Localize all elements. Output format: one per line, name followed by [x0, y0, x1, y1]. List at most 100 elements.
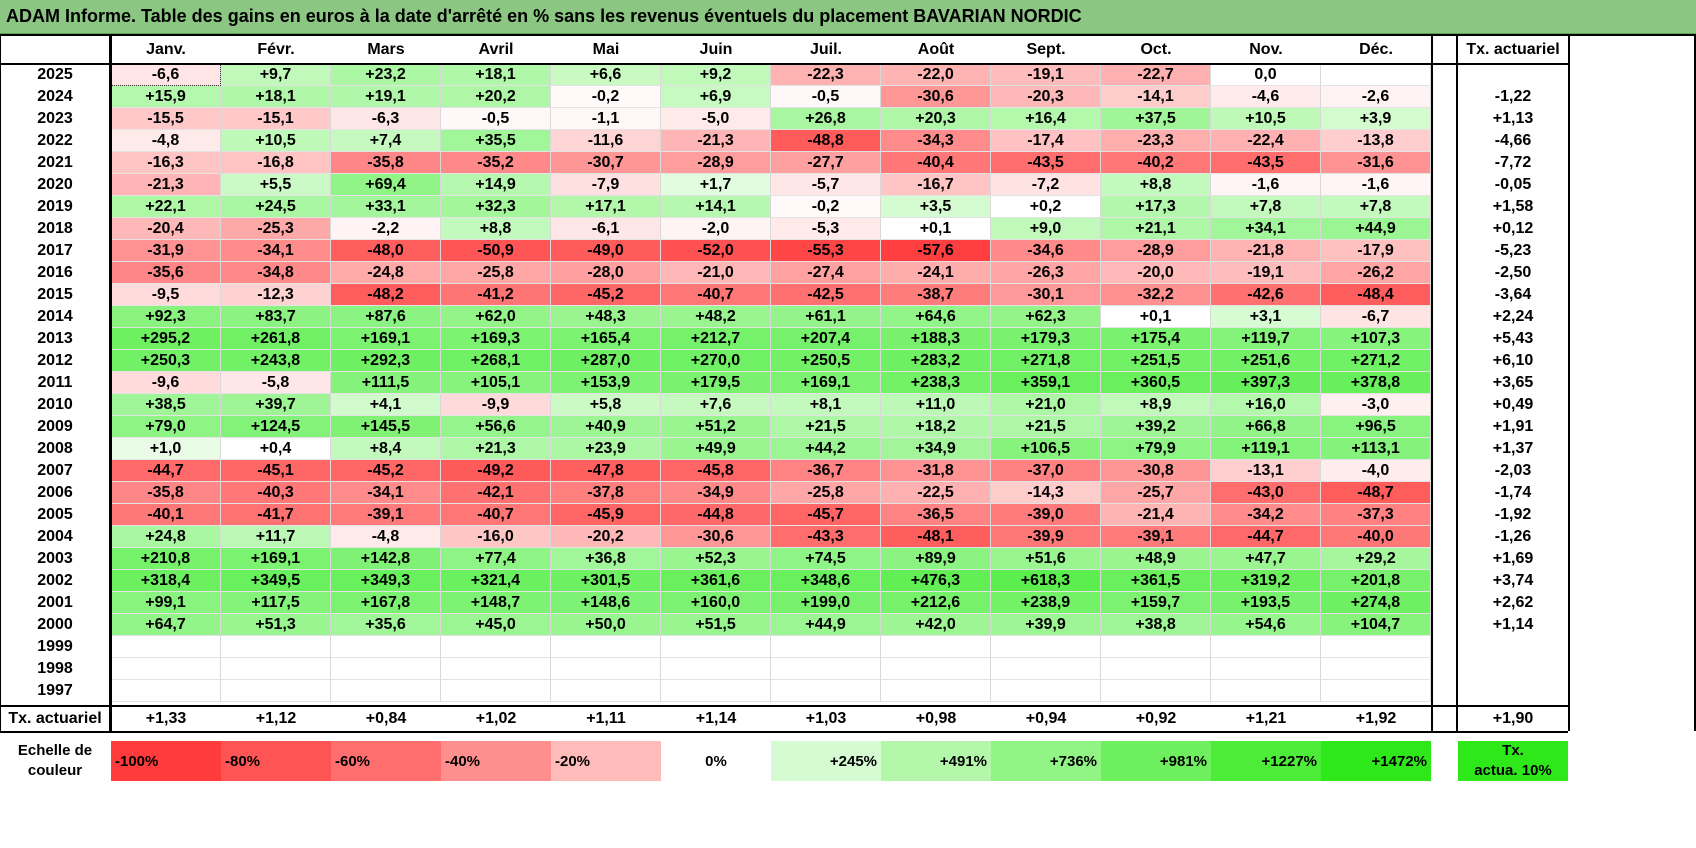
table-cell[interactable]: +23,2	[331, 64, 441, 86]
table-cell[interactable]: +11,7	[221, 526, 331, 548]
table-cell[interactable]: +23,9	[551, 438, 661, 460]
table-cell[interactable]: +99,1	[111, 592, 221, 614]
table-cell[interactable]: -17,4	[991, 130, 1101, 152]
table-cell[interactable]: -42,6	[1211, 284, 1321, 306]
table-cell[interactable]: +29,2	[1321, 548, 1431, 570]
table-cell[interactable]: +10,5	[221, 130, 331, 152]
table-cell[interactable]: +21,5	[991, 416, 1101, 438]
table-cell[interactable]: -32,2	[1101, 284, 1211, 306]
table-cell[interactable]: +8,8	[441, 218, 551, 240]
table-cell[interactable]: -25,8	[441, 262, 551, 284]
table-cell[interactable]: -45,2	[551, 284, 661, 306]
table-cell[interactable]: -25,7	[1101, 482, 1211, 504]
table-cell[interactable]	[1101, 636, 1211, 658]
table-cell[interactable]	[1101, 658, 1211, 680]
table-cell[interactable]	[881, 680, 991, 702]
table-cell[interactable]: +113,1	[1321, 438, 1431, 460]
table-cell[interactable]: -9,5	[111, 284, 221, 306]
table-cell[interactable]: -1,1	[551, 108, 661, 130]
table-cell[interactable]: +301,5	[551, 570, 661, 592]
table-cell[interactable]: +35,6	[331, 614, 441, 636]
table-cell[interactable]: -4,8	[331, 526, 441, 548]
table-cell[interactable]: -41,7	[221, 504, 331, 526]
table-cell[interactable]: +79,9	[1101, 438, 1211, 460]
table-cell[interactable]: +51,2	[661, 416, 771, 438]
table-cell[interactable]: +270,0	[661, 350, 771, 372]
table-cell[interactable]: -16,0	[441, 526, 551, 548]
table-cell[interactable]: +261,8	[221, 328, 331, 350]
table-cell[interactable]: +0,1	[881, 218, 991, 240]
table-cell[interactable]: -20,2	[551, 526, 661, 548]
table-cell[interactable]: +34,9	[881, 438, 991, 460]
table-cell[interactable]: +153,9	[551, 372, 661, 394]
table-cell[interactable]: +6,6	[551, 64, 661, 86]
table-cell[interactable]: -48,7	[1321, 482, 1431, 504]
table-cell[interactable]: -5,8	[221, 372, 331, 394]
table-cell[interactable]: -37,0	[991, 460, 1101, 482]
table-cell[interactable]: +0,2	[991, 196, 1101, 218]
table-cell[interactable]: +64,7	[111, 614, 221, 636]
table-cell[interactable]: +124,5	[221, 416, 331, 438]
table-cell[interactable]: -37,3	[1321, 504, 1431, 526]
table-cell[interactable]: +39,9	[991, 614, 1101, 636]
table-cell[interactable]: -16,3	[111, 152, 221, 174]
table-cell[interactable]: +210,8	[111, 548, 221, 570]
table-cell[interactable]: -30,6	[661, 526, 771, 548]
table-cell[interactable]: -24,1	[881, 262, 991, 284]
table-cell[interactable]: +48,9	[1101, 548, 1211, 570]
table-cell[interactable]: +10,5	[1211, 108, 1321, 130]
table-cell[interactable]: +361,6	[661, 570, 771, 592]
table-cell[interactable]: -40,2	[1101, 152, 1211, 174]
table-cell[interactable]: -39,9	[991, 526, 1101, 548]
table-cell[interactable]	[991, 680, 1101, 702]
table-cell[interactable]: +18,1	[441, 64, 551, 86]
table-cell[interactable]: -2,6	[1321, 86, 1431, 108]
table-cell[interactable]: +18,2	[881, 416, 991, 438]
table-cell[interactable]: +14,9	[441, 174, 551, 196]
table-cell[interactable]: +51,6	[991, 548, 1101, 570]
table-cell[interactable]: +104,7	[1321, 614, 1431, 636]
table-cell[interactable]	[441, 636, 551, 658]
table-cell[interactable]: +251,5	[1101, 350, 1211, 372]
table-cell[interactable]: +74,5	[771, 548, 881, 570]
table-cell[interactable]: +22,1	[111, 196, 221, 218]
table-cell[interactable]: +349,3	[331, 570, 441, 592]
table-cell[interactable]: -52,0	[661, 240, 771, 262]
table-cell[interactable]: +69,4	[331, 174, 441, 196]
table-cell[interactable]: +0,1	[1101, 306, 1211, 328]
table-cell[interactable]	[331, 658, 441, 680]
table-cell[interactable]: +4,1	[331, 394, 441, 416]
table-cell[interactable]: +5,5	[221, 174, 331, 196]
table-cell[interactable]: +3,5	[881, 196, 991, 218]
table-cell[interactable]: -45,2	[331, 460, 441, 482]
table-cell[interactable]: -21,8	[1211, 240, 1321, 262]
table-cell[interactable]: +44,9	[1321, 218, 1431, 240]
table-cell[interactable]: +26,8	[771, 108, 881, 130]
table-cell[interactable]: +62,0	[441, 306, 551, 328]
table-cell[interactable]: +42,0	[881, 614, 991, 636]
table-cell[interactable]	[661, 636, 771, 658]
table-cell[interactable]: -6,7	[1321, 306, 1431, 328]
table-cell[interactable]	[881, 636, 991, 658]
table-cell[interactable]: +64,6	[881, 306, 991, 328]
table-cell[interactable]: +119,7	[1211, 328, 1321, 350]
table-cell[interactable]: +16,0	[1211, 394, 1321, 416]
table-cell[interactable]: -40,7	[661, 284, 771, 306]
table-cell[interactable]: -48,2	[331, 284, 441, 306]
table-cell[interactable]: -28,9	[661, 152, 771, 174]
table-cell[interactable]: +292,3	[331, 350, 441, 372]
table-cell[interactable]	[771, 658, 881, 680]
table-cell[interactable]: +49,9	[661, 438, 771, 460]
table-cell[interactable]	[1321, 64, 1431, 86]
table-cell[interactable]: -15,1	[221, 108, 331, 130]
table-cell[interactable]: -0,2	[771, 196, 881, 218]
table-cell[interactable]: +119,1	[1211, 438, 1321, 460]
table-cell[interactable]: +32,3	[441, 196, 551, 218]
table-cell[interactable]: +7,8	[1321, 196, 1431, 218]
table-cell[interactable]: +16,4	[991, 108, 1101, 130]
table-cell[interactable]: -38,7	[881, 284, 991, 306]
table-cell[interactable]: -39,1	[1101, 526, 1211, 548]
table-cell[interactable]: +8,1	[771, 394, 881, 416]
table-cell[interactable]: +44,9	[771, 614, 881, 636]
table-cell[interactable]: -41,2	[441, 284, 551, 306]
